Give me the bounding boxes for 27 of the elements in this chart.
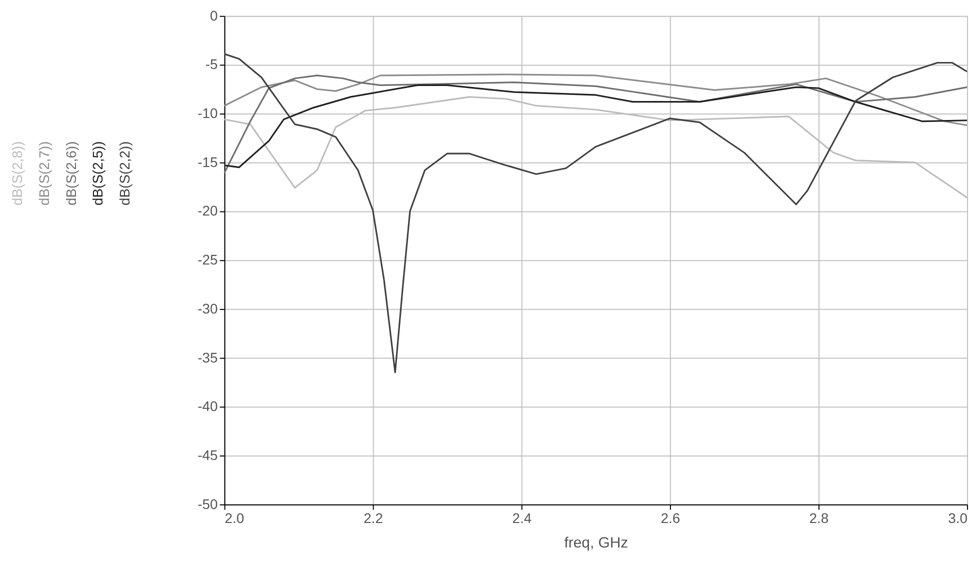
y-tick-label: 0 [210, 7, 218, 24]
y-tick-label: -15 [198, 154, 218, 170]
line-series [224, 53, 968, 374]
x-tick-label: 2.2 [364, 510, 384, 526]
y-tick-label: -50 [198, 496, 218, 512]
x-tick-label: 2.6 [660, 510, 680, 526]
x-tick-label: 3.0 [948, 510, 968, 526]
line-series [224, 74, 968, 174]
y-tick-label: -10 [198, 105, 218, 122]
text: dB(S(2,6)) [62, 141, 79, 206]
x-tick-label: 2.8 [809, 510, 829, 526]
line-series [224, 84, 968, 168]
y-tick-label: -5 [205, 56, 218, 72]
text: dB(S(2,8)) [8, 141, 25, 206]
y-tick-label: -45 [198, 446, 218, 463]
y-tick-label: -25 [198, 252, 218, 268]
text: dB(S(2,2)) [116, 141, 133, 206]
y-tick-label: -20 [198, 202, 218, 219]
y-tick-label: -40 [198, 398, 218, 414]
line-series [224, 74, 968, 126]
x-tick-label: 2.4 [512, 510, 532, 526]
text: dB(S(2,5)) [90, 141, 106, 206]
x-axis-title: freq, GHz [564, 534, 628, 552]
y-tick-label: -35 [198, 349, 218, 366]
text: dB(S(2,7)) [36, 141, 52, 206]
x-tick-label: 2.0 [224, 510, 244, 526]
y-tick-label: -30 [198, 300, 218, 316]
